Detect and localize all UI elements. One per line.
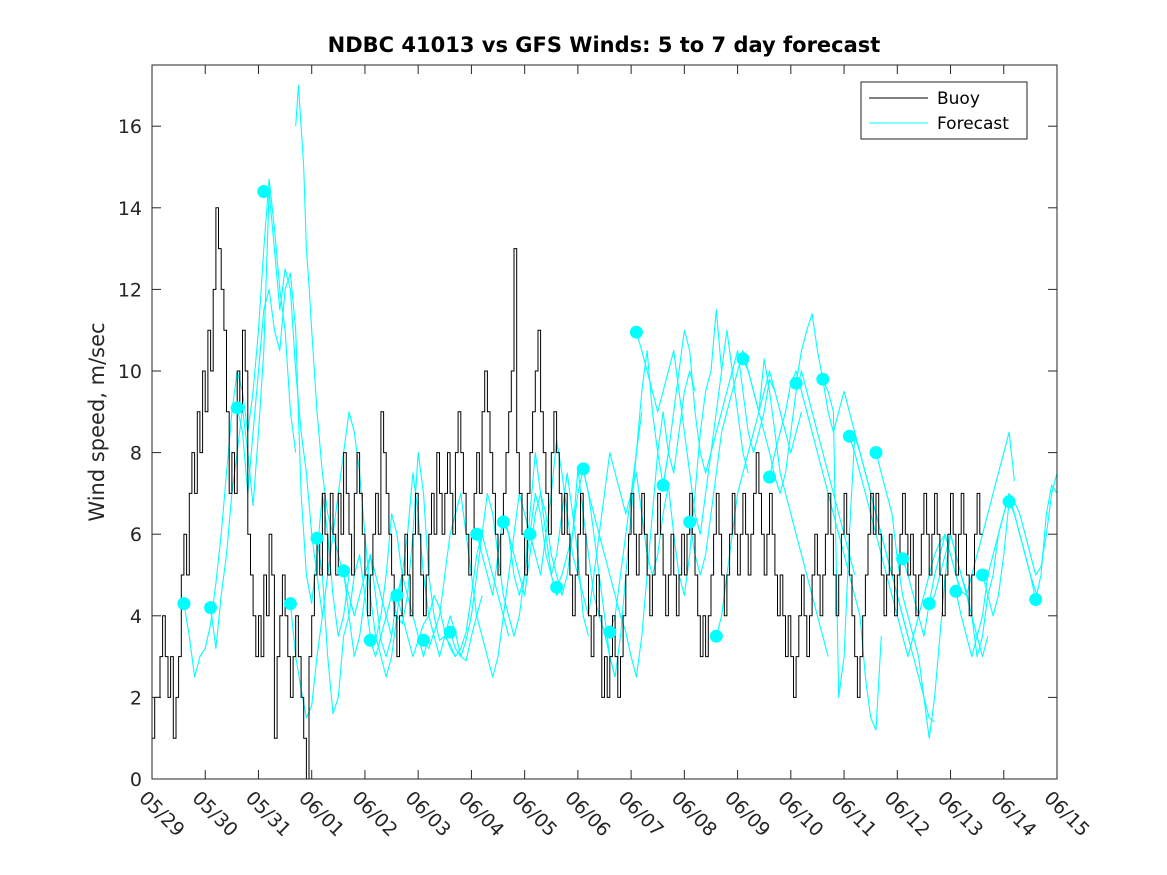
forecast-marker [337, 564, 351, 578]
forecast-marker [789, 376, 803, 390]
forecast-line [449, 452, 563, 658]
forecast-line [848, 436, 962, 658]
chart-title: NDBC 41013 vs GFS Winds: 5 to 7 day fore… [328, 33, 881, 57]
forecast-line [662, 329, 776, 486]
forecast-marker [869, 446, 883, 460]
buoy-line [152, 207, 983, 780]
forecast-line [582, 370, 696, 678]
forecast-line [423, 492, 536, 678]
forecast-marker [683, 515, 697, 529]
forecast-marker [763, 470, 776, 484]
forecast-marker [922, 597, 936, 611]
forecast-marker [629, 325, 643, 339]
y-tick-label: 10 [118, 361, 142, 383]
forecast-marker [230, 401, 244, 415]
y-tick-label: 8 [130, 443, 142, 465]
forecast-marker [896, 552, 910, 566]
y-tick-label: 0 [130, 769, 142, 791]
forecast-marker [496, 515, 510, 529]
y-axis: 0 2 4 6 8 10 12 14 16 [118, 116, 1057, 791]
y-axis-label: Wind speed, m/sec [85, 322, 109, 521]
forecast-marker [576, 462, 590, 476]
forecast-line [343, 472, 456, 658]
y-tick-label: 12 [118, 279, 142, 301]
forecast-marker [842, 429, 856, 443]
plot-frame [151, 64, 1058, 780]
forecast-line [369, 452, 483, 662]
forecast-line [210, 190, 323, 649]
y-tick-label: 4 [130, 606, 142, 628]
forecast-markers [177, 185, 1043, 647]
forecast-marker [1002, 495, 1016, 509]
forecast-marker [736, 352, 750, 366]
forecast-marker [417, 633, 430, 647]
forecast-line [396, 533, 510, 658]
forecast-marker [949, 584, 963, 598]
forecast-marker [470, 527, 484, 541]
forecast-line [476, 472, 590, 637]
legend-label-forecast: Forecast [937, 114, 1009, 134]
forecast-line [609, 309, 723, 633]
forecast-marker [709, 629, 723, 643]
y-tick-label: 16 [118, 116, 142, 138]
y-tick-label: 2 [130, 687, 142, 709]
forecast-line [981, 484, 1058, 617]
forecast-marker [976, 568, 989, 582]
forecast-marker [656, 478, 670, 492]
forecast-marker [443, 625, 457, 639]
y-tick-label: 6 [130, 524, 142, 546]
forecast-marker [550, 580, 564, 594]
forecast-marker [310, 531, 324, 545]
forecast-marker [390, 588, 404, 602]
forecast-marker [816, 372, 830, 386]
forecast-marker [177, 597, 191, 611]
forecast-marker [363, 633, 377, 647]
y-tick-label: 14 [118, 198, 142, 220]
forecast-marker [257, 185, 271, 198]
forecast-marker [603, 625, 617, 639]
forecast-marker [204, 601, 218, 615]
plot-area [151, 64, 1058, 780]
legend-label-buoy: Buoy [937, 89, 980, 109]
forecast-marker [283, 597, 297, 611]
legend-box [860, 81, 1028, 140]
forecast-marker [523, 527, 537, 541]
forecast-marker [1029, 593, 1043, 606]
forecast-line [902, 431, 1015, 637]
buoy-line-group [152, 207, 983, 780]
legend: Buoy Forecast [860, 81, 1028, 140]
